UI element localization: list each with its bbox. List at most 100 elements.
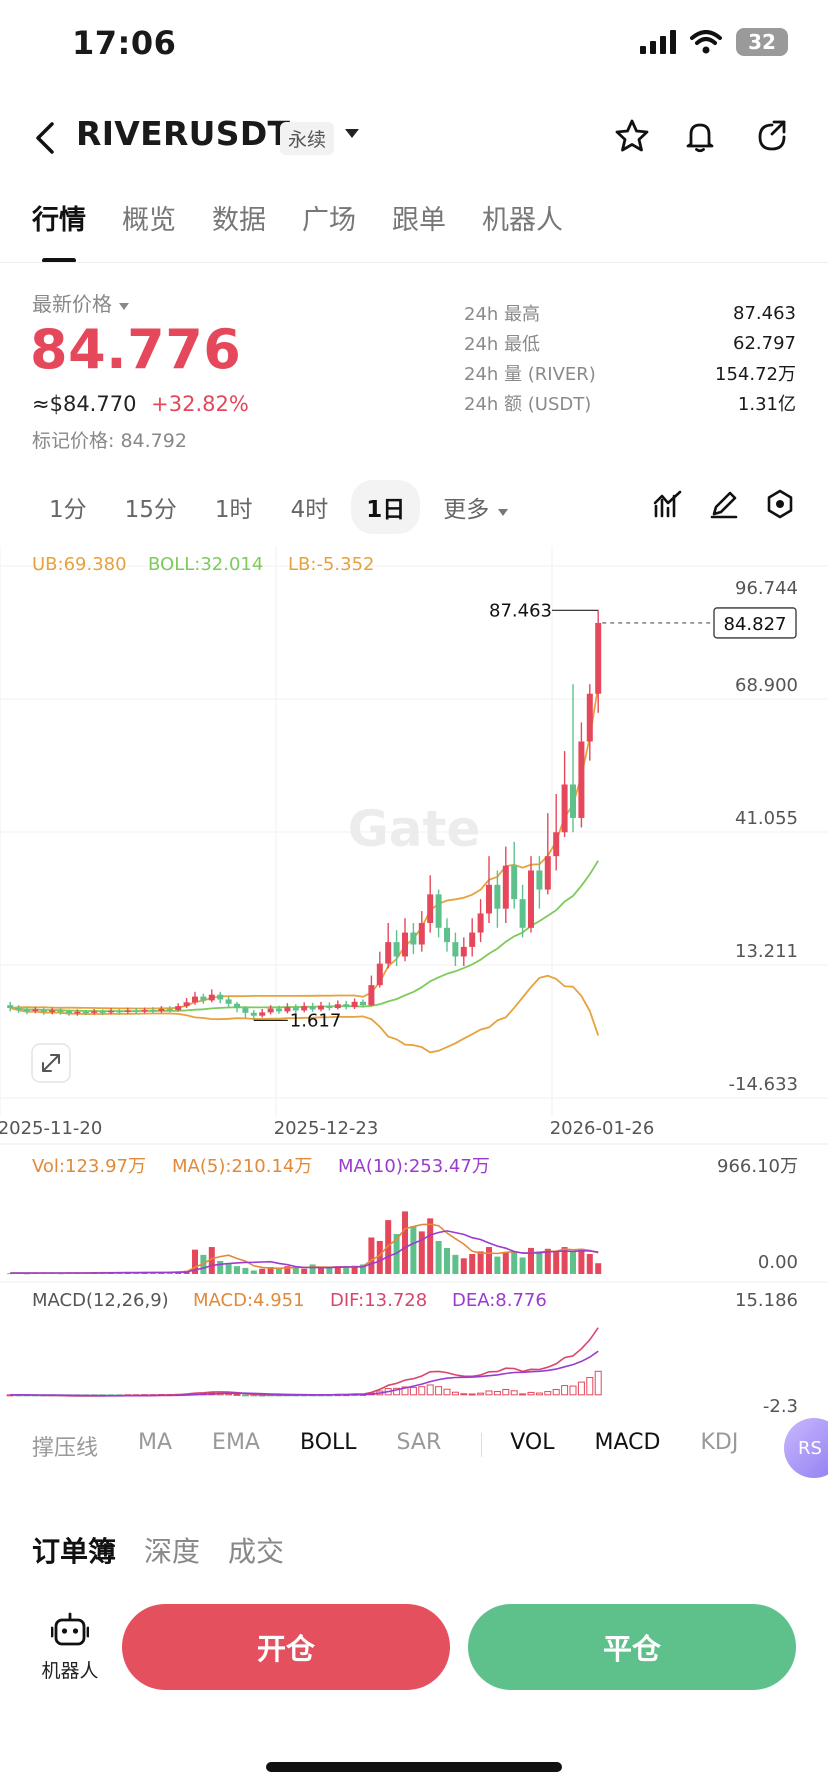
candle-body xyxy=(393,942,400,957)
candle-body xyxy=(376,963,383,986)
interval-1m[interactable]: 1分 xyxy=(49,497,87,523)
macd-histogram-bar xyxy=(510,1390,518,1396)
interval-1h[interactable]: 1时 xyxy=(214,497,253,523)
main-tabs: 行情 概览 数据 广场 跟单 机器人 xyxy=(32,198,563,263)
volume-bar xyxy=(385,1220,392,1274)
stat-value: 87.463 xyxy=(733,302,796,324)
volume-bar xyxy=(7,1273,14,1275)
chart-settings-button[interactable] xyxy=(760,484,800,524)
back-icon[interactable] xyxy=(28,118,64,158)
tab-market[interactable]: 行情 xyxy=(32,198,86,263)
share-button[interactable] xyxy=(750,114,794,158)
tab-bots[interactable]: 机器人 xyxy=(482,205,563,236)
macd-dea-legend: DEA:8.776 xyxy=(452,1290,547,1311)
macd-histogram-bar xyxy=(468,1393,476,1396)
volume-bar xyxy=(595,1263,602,1274)
tab-depth[interactable]: 深度 xyxy=(144,1535,201,1568)
volume-bar xyxy=(435,1240,442,1274)
volume-bar xyxy=(561,1247,568,1274)
candle-body xyxy=(368,985,375,1006)
candle-body xyxy=(200,996,207,1001)
volume-bar xyxy=(250,1270,257,1274)
wifi-icon xyxy=(690,30,722,54)
price-tick: 68.900 xyxy=(735,675,798,696)
tab-overview[interactable]: 概览 xyxy=(122,205,176,236)
tab-square[interactable]: 广场 xyxy=(302,205,356,236)
stat-low: 24h 最低 62.797 xyxy=(464,328,796,358)
caret-down-icon xyxy=(497,509,508,516)
candle-body xyxy=(528,870,534,928)
candle-body xyxy=(444,927,450,943)
volume-bar xyxy=(544,1248,551,1274)
indicator-ema[interactable]: EMA xyxy=(212,1430,260,1455)
macd-histogram-bar xyxy=(493,1391,501,1396)
boll-lower-line xyxy=(9,974,600,1054)
interval-1d[interactable]: 1日 xyxy=(351,480,421,534)
volume-bar xyxy=(234,1266,240,1274)
tab-data[interactable]: 数据 xyxy=(212,205,266,236)
candle-body xyxy=(570,784,576,818)
volume-bar xyxy=(301,1268,308,1274)
indicator-kdj[interactable]: KDJ xyxy=(700,1430,739,1455)
price-tick: -14.633 xyxy=(729,1074,798,1095)
vol-legend: Vol:123.97万 xyxy=(32,1156,146,1177)
price-tick: 13.211 xyxy=(735,941,798,962)
macd-histogram-bar xyxy=(418,1386,426,1396)
candle-body xyxy=(99,1011,106,1013)
indicator-tool-button[interactable] xyxy=(648,484,688,524)
bell-icon xyxy=(686,123,714,153)
macd-histogram-bar xyxy=(460,1393,468,1396)
open-position-button[interactable]: 开仓 xyxy=(122,1604,450,1690)
candle-body xyxy=(418,923,425,945)
volume-bar xyxy=(469,1254,476,1274)
tab-trades[interactable]: 成交 xyxy=(228,1535,285,1568)
draw-tool-button[interactable] xyxy=(704,484,744,524)
candle-body xyxy=(40,1009,47,1012)
robot-button[interactable]: 机器人 xyxy=(38,1612,102,1683)
volume-bar xyxy=(208,1247,215,1274)
candle-body xyxy=(166,1008,173,1011)
candle-body xyxy=(150,1009,156,1012)
last-price-label[interactable]: 最新价格 xyxy=(32,288,130,317)
volume-tick: 966.10万 xyxy=(717,1156,798,1177)
indicator-boll[interactable]: BOLL xyxy=(299,1430,357,1455)
candle-body xyxy=(511,865,518,900)
indicator-support-resistance[interactable]: 撑压线 xyxy=(32,1436,99,1461)
stat-value: 1.31亿 xyxy=(737,394,796,415)
kline-chart[interactable]: Gate UB:69.380 BOLL:32.014 LB:-5.352 96.… xyxy=(0,546,828,1426)
volume-bar xyxy=(528,1247,534,1274)
macd-histogram-bar xyxy=(409,1386,417,1396)
interval-15m[interactable]: 15分 xyxy=(124,497,177,523)
indicator-macd[interactable]: MACD xyxy=(594,1430,661,1455)
caret-down-icon[interactable] xyxy=(344,128,360,140)
volume-bar xyxy=(486,1247,492,1274)
tab-copy-trading[interactable]: 跟单 xyxy=(392,205,446,236)
candle-body xyxy=(242,1008,249,1013)
candle-body xyxy=(385,942,392,964)
indicator-ma[interactable]: MA xyxy=(138,1430,173,1455)
tab-orderbook[interactable]: 订单簿 xyxy=(32,1535,117,1568)
indicator-sar[interactable]: SAR xyxy=(396,1430,442,1455)
candle-body xyxy=(351,1001,358,1008)
hexagon-settings-icon xyxy=(767,489,793,519)
macd-histogram-bar xyxy=(577,1381,585,1396)
close-position-button[interactable]: 平仓 xyxy=(468,1604,796,1690)
favorite-button[interactable] xyxy=(610,114,654,158)
candle-body xyxy=(234,1003,240,1009)
interval-4h[interactable]: 4时 xyxy=(290,497,329,523)
candle-body xyxy=(208,994,215,1001)
candle-body xyxy=(301,1006,308,1011)
volume-bar xyxy=(511,1251,518,1274)
expand-button[interactable] xyxy=(31,1043,71,1083)
date-tick: 2025-12-23 xyxy=(274,1118,379,1139)
star-icon xyxy=(615,119,649,152)
home-indicator xyxy=(266,1762,562,1772)
alert-button[interactable] xyxy=(678,114,722,158)
pair-title[interactable]: RIVERUSDT xyxy=(76,114,291,153)
interval-more[interactable]: 更多 xyxy=(428,480,523,534)
floating-assistant-button[interactable]: RS xyxy=(784,1418,828,1478)
candle-body xyxy=(595,622,602,694)
candle-body xyxy=(284,1007,291,1012)
boll-mid-legend: BOLL:32.014 xyxy=(148,554,263,575)
indicator-vol[interactable]: VOL xyxy=(510,1430,555,1455)
